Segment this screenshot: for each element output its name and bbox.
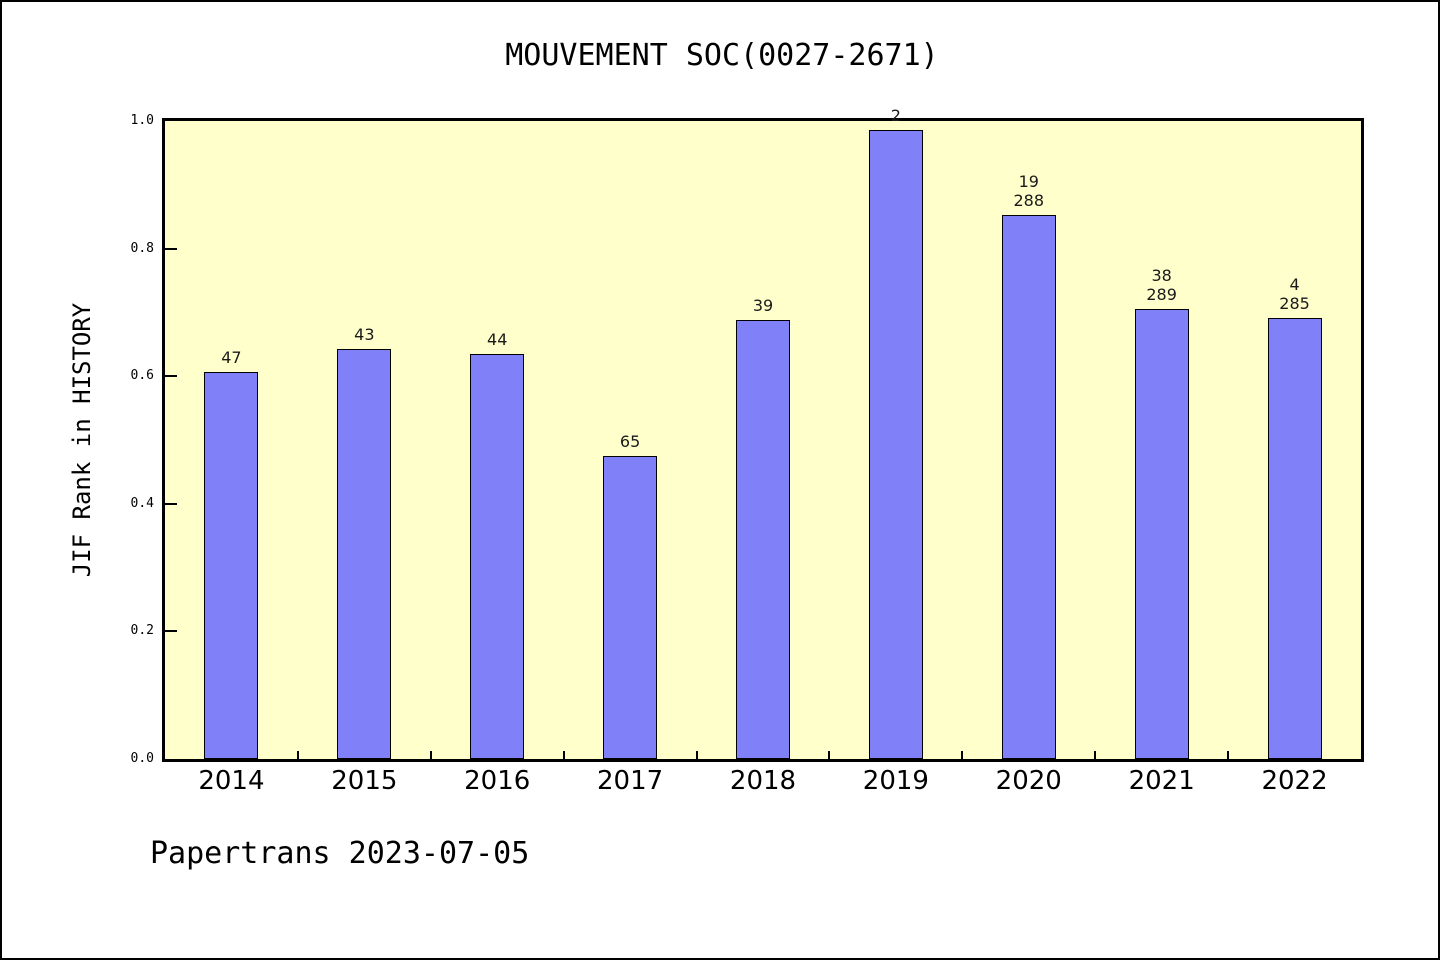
bar-value-line: 285	[1279, 293, 1310, 313]
bar-2018	[736, 320, 790, 759]
y-tick-label: 1.0	[130, 113, 154, 128]
x-tick-label-2018: 2018	[729, 766, 797, 796]
bar-2014	[204, 371, 259, 759]
bar-2022	[1267, 317, 1322, 759]
bar-value-label-2016: 44	[437, 330, 557, 349]
bar-value-line: 43	[354, 325, 375, 345]
x-minor-tick	[1227, 751, 1230, 759]
y-tick-label: 0.2	[130, 623, 154, 639]
bar-value-label-2019: 2	[836, 106, 956, 125]
y-tick-label: 0.8	[130, 240, 154, 256]
bar-value-line: 289	[1146, 284, 1177, 304]
footer-watermark: Papertrans 2023-07-05	[150, 836, 530, 871]
x-tick-label-2022: 2022	[1261, 766, 1328, 796]
bar-2021	[1134, 308, 1189, 759]
y-tick-label: 0.6	[130, 368, 154, 384]
bar-value-line: 38	[1151, 265, 1172, 285]
chart-title: MOUVEMENT SOC(0027-2671)	[505, 38, 939, 73]
bar-2020	[1001, 215, 1056, 759]
x-tick-label-2019: 2019	[862, 766, 929, 796]
x-tick-label-2017: 2017	[597, 766, 664, 796]
bar-2016	[470, 353, 525, 759]
bars-layer: 47 43 44 65 39 2 19 288 38 289 4 285	[165, 106, 1361, 759]
bar-value-line: 65	[619, 431, 641, 451]
bar-value-line: 2	[890, 105, 901, 125]
y-tick-mark	[165, 375, 177, 378]
y-tick-mark	[165, 502, 177, 505]
bar-value-line: 288	[1013, 191, 1045, 211]
x-minor-tick	[961, 751, 964, 759]
bar-value-label-2015: 43	[304, 325, 424, 344]
x-minor-tick	[828, 751, 831, 759]
x-tick-label-2016: 2016	[464, 766, 531, 796]
x-minor-tick	[296, 751, 299, 759]
x-tick-label-2020: 2020	[995, 766, 1062, 796]
y-tick-label: 0.4	[130, 495, 154, 511]
bar-value-line: 4	[1289, 274, 1300, 294]
bar-value-line: 44	[487, 329, 508, 349]
bar-2019	[868, 129, 923, 759]
bar-value-label-2018: 39	[703, 296, 823, 315]
bar-value-line: 47	[221, 347, 242, 367]
y-tick-mark	[165, 247, 177, 250]
x-tick-label-2021: 2021	[1128, 766, 1195, 796]
y-tick-label: 0.0	[130, 751, 154, 766]
x-minor-tick	[562, 751, 565, 759]
plot-area: 47 43 44 65 39 2 19 288 38 289 4 285	[162, 106, 1364, 762]
x-minor-tick	[429, 751, 432, 759]
x-tick-label-2014: 2014	[198, 766, 265, 796]
y-axis-label: JIF Rank in HISTORY	[68, 302, 96, 578]
bar-value-label-2014: 47	[171, 348, 291, 367]
bar-2015	[337, 349, 392, 759]
x-tick-label-2015: 2015	[331, 766, 398, 796]
x-minor-tick	[695, 751, 698, 759]
x-minor-tick	[1094, 751, 1097, 759]
bar-value-line: 19	[1018, 172, 1039, 192]
bar-2017	[603, 455, 658, 759]
y-tick-mark	[165, 630, 177, 633]
bar-value-label-2020: 19 288	[969, 172, 1089, 210]
bar-value-label-2017: 65	[570, 432, 690, 451]
bar-value-line: 39	[752, 296, 774, 316]
bar-value-label-2021: 38 289	[1102, 266, 1222, 304]
bar-value-label-2022: 4 285	[1235, 275, 1355, 313]
